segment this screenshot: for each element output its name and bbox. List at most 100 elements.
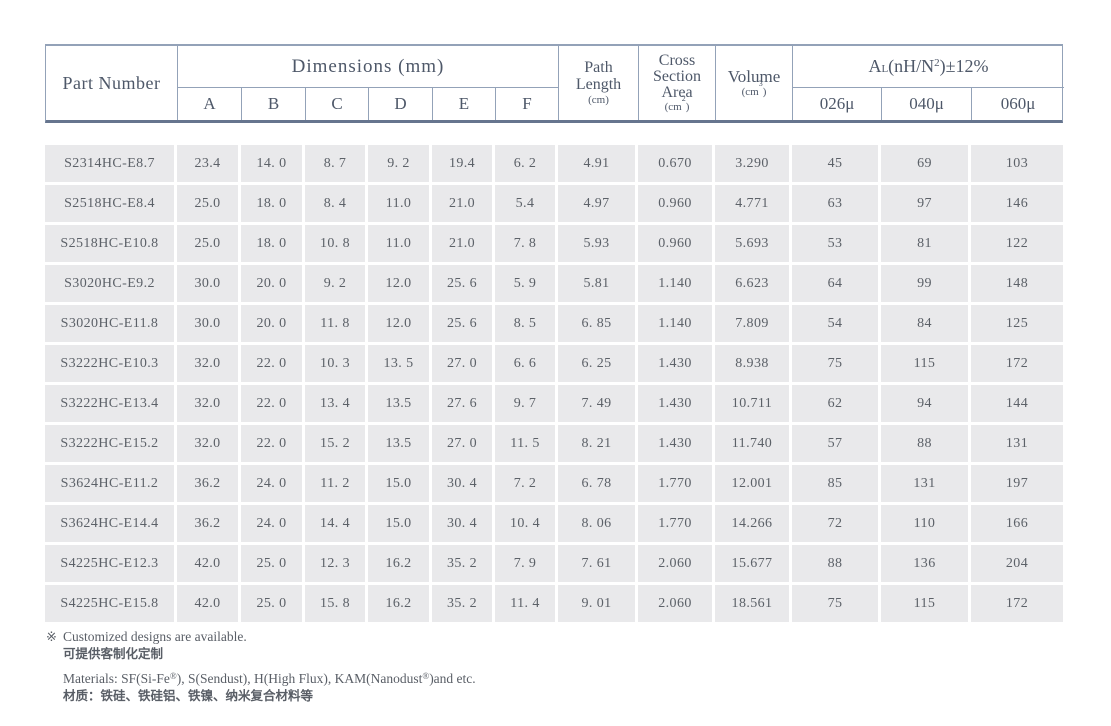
data-cell: 6. 85: [558, 305, 638, 342]
part-number-cell: S2518HC-E10.8: [45, 225, 177, 262]
data-cell: 32.0: [177, 425, 241, 462]
data-cell: 6. 6: [495, 345, 558, 382]
materials-text-2: ), S(Sendust), H(High Flux), KAM(Nanodus…: [176, 671, 423, 687]
data-cell: 6.623: [715, 265, 792, 302]
part-number-cell: S3020HC-E9.2: [45, 265, 177, 302]
al-tail: )±12%: [939, 56, 989, 77]
footnote-customized-zh: 可提供客制化定制: [63, 646, 164, 661]
data-cell: 24. 0: [241, 505, 305, 542]
footnote-customized-en: ※ Customized designs are available.: [46, 629, 476, 646]
data-cell: 16.2: [368, 545, 432, 582]
data-cell: 24. 0: [241, 465, 305, 502]
footnote-materials-en: Materials: SF(Si-Fe®), S(Sendust), H(Hig…: [63, 671, 476, 688]
data-cell: 197: [971, 465, 1063, 502]
materials-text-3: )and etc.: [429, 671, 476, 687]
footnote-customized-en-text: Customized designs are available.: [63, 629, 247, 644]
data-cell: 9. 2: [305, 265, 368, 302]
data-cell: 35. 2: [432, 545, 495, 582]
data-cell: 18.561: [715, 585, 792, 622]
data-cell: 5.693: [715, 225, 792, 262]
data-cell: 8.938: [715, 345, 792, 382]
part-number-cell: S3222HC-E15.2: [45, 425, 177, 462]
data-cell: 13. 4: [305, 385, 368, 422]
data-cell: 0.960: [638, 185, 715, 222]
part-number-cell: S3222HC-E13.4: [45, 385, 177, 422]
data-cell: 144: [971, 385, 1063, 422]
volume-unit-base: (cm: [741, 85, 759, 98]
footnote-materials-zh: 材质：铁硅、铁硅铝、铁镍、纳米复合材料等: [63, 689, 314, 703]
data-cell: 14. 4: [305, 505, 368, 542]
part-number-cell: S3020HC-E11.8: [45, 305, 177, 342]
data-cell: 8. 21: [558, 425, 638, 462]
col-header-dim-c: C: [306, 88, 369, 120]
data-cell: 81: [881, 225, 971, 262]
cross-section-unit: (cm2): [664, 94, 690, 113]
data-cell: 22. 0: [241, 345, 305, 382]
cross-section-unit-base: (cm: [664, 100, 682, 113]
table-row: S3020HC-E9.2 30.0 20. 0 9. 2 12.0 25. 6 5. 9 5.…: [45, 265, 1063, 302]
data-cell: 11.0: [368, 225, 432, 262]
data-cell: 8. 4: [305, 185, 368, 222]
data-cell: 21.0: [432, 225, 495, 262]
data-cell: 172: [971, 345, 1063, 382]
data-cell: 27. 6: [432, 385, 495, 422]
part-number-cell: S2314HC-E8.7: [45, 145, 177, 182]
data-cell: 12.0: [368, 305, 432, 342]
data-cell: 14.266: [715, 505, 792, 542]
data-cell: 110: [881, 505, 971, 542]
data-cell: 18. 0: [241, 225, 305, 262]
data-cell: 166: [971, 505, 1063, 542]
col-header-path-length: Path Length (cm): [559, 46, 639, 120]
col-header-dim-f: F: [496, 88, 559, 120]
table-row: S3222HC-E13.4 32.0 22. 0 13. 4 13.5 27. 6 9. 7…: [45, 385, 1063, 422]
cross-section-line2: Section: [653, 68, 701, 86]
data-cell: 7. 49: [558, 385, 638, 422]
table-row: S3020HC-E11.8 30.0 20. 0 11. 8 12.0 25. 6 8. 5…: [45, 305, 1063, 342]
al-mid: (nH/N: [888, 56, 935, 77]
data-cell: 30.0: [177, 265, 241, 302]
col-header-cross-section: Cross Section Area (cm2): [639, 46, 716, 120]
data-cell: 16.2: [368, 585, 432, 622]
data-cell: 8. 7: [305, 145, 368, 182]
table-row: S3222HC-E10.3 32.0 22. 0 10. 3 13. 5 27. 0 6. …: [45, 345, 1063, 382]
data-cell: 27. 0: [432, 345, 495, 382]
data-cell: 5. 9: [495, 265, 558, 302]
data-cell: 131: [881, 465, 971, 502]
data-cell: 9. 2: [368, 145, 432, 182]
cross-section-line1: Cross: [658, 52, 696, 70]
data-cell: 13.5: [368, 385, 432, 422]
data-cell: 136: [881, 545, 971, 582]
data-cell: 32.0: [177, 385, 241, 422]
data-cell: 7. 2: [495, 465, 558, 502]
data-cell: 7.809: [715, 305, 792, 342]
data-cell: 11. 5: [495, 425, 558, 462]
data-cell: 42.0: [177, 545, 241, 582]
data-cell: 25. 6: [432, 265, 495, 302]
data-cell: 75: [792, 585, 881, 622]
data-cell: 5.4: [495, 185, 558, 222]
part-number-cell: S3624HC-E14.4: [45, 505, 177, 542]
data-cell: 13.5: [368, 425, 432, 462]
data-cell: 15. 8: [305, 585, 368, 622]
data-cell: 30. 4: [432, 465, 495, 502]
part-number-cell: S3222HC-E10.3: [45, 345, 177, 382]
data-cell: 88: [792, 545, 881, 582]
part-number-cell: S4225HC-E15.8: [45, 585, 177, 622]
data-cell: 148: [971, 265, 1063, 302]
data-cell: 20. 0: [241, 305, 305, 342]
data-cell: 14. 0: [241, 145, 305, 182]
table-row: S4225HC-E12.3 42.0 25. 0 12. 3 16.2 35. 2 7. 9…: [45, 545, 1063, 582]
data-cell: 36.2: [177, 505, 241, 542]
data-cell: 94: [881, 385, 971, 422]
data-cell: 7. 9: [495, 545, 558, 582]
cross-section-unit-close: ): [685, 100, 690, 113]
data-cell: 20. 0: [241, 265, 305, 302]
col-header-part-number: Part Number: [46, 46, 178, 120]
registered-mark-icon: ®: [422, 671, 430, 682]
data-cell: 6. 25: [558, 345, 638, 382]
data-cell: 35. 2: [432, 585, 495, 622]
volume-label: Volume: [727, 67, 781, 87]
table-header: Part Number Dimensions (mm) A B C D E F …: [45, 44, 1064, 123]
data-cell: 2.060: [638, 545, 715, 582]
data-cell: 27. 0: [432, 425, 495, 462]
